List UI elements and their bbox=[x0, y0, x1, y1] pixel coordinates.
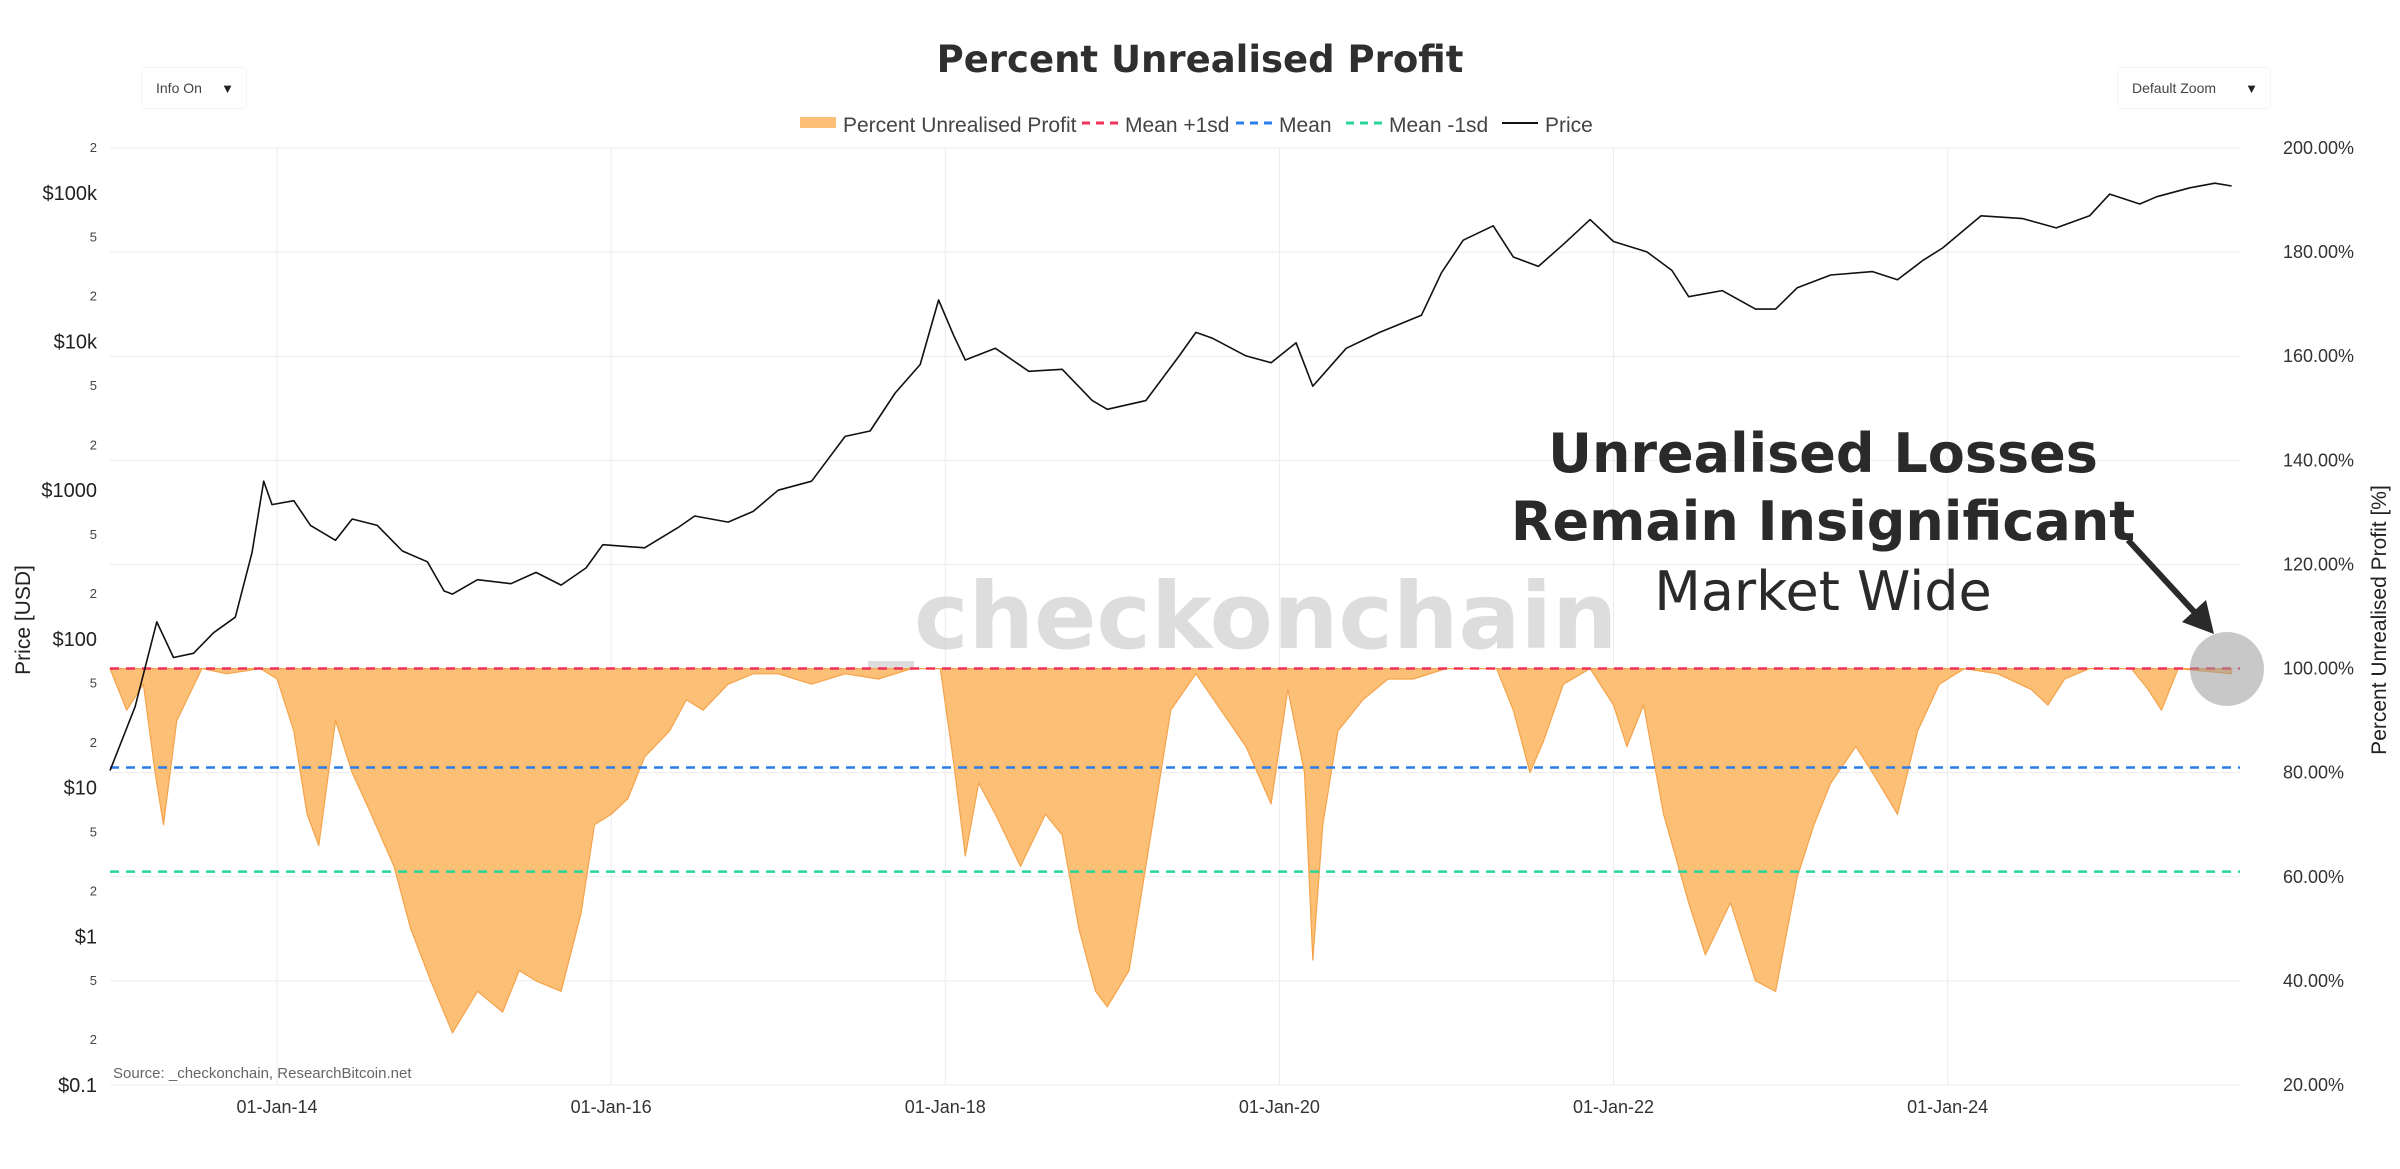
legend-item-price[interactable]: Price bbox=[1502, 114, 1593, 137]
left-minor-tick-label: 2 bbox=[90, 289, 97, 304]
chevron-down-icon: ▼ bbox=[221, 80, 234, 96]
x-axis-ticks: 01-Jan-14 01-Jan-16 01-Jan-18 01-Jan-20 01-J… bbox=[237, 1097, 1989, 1117]
left-tick-label: $1000 bbox=[41, 480, 97, 502]
left-minor-tick-label: 2 bbox=[90, 735, 97, 750]
x-tick-label: 01-Jan-16 bbox=[571, 1097, 652, 1117]
price-line-layer bbox=[109, 182, 2232, 771]
percent-unrealised-profit-area-path bbox=[109, 668, 2233, 1034]
watermark: _checkonchain bbox=[868, 563, 1618, 670]
legend: Percent Unrealised Profit Mean +1sd Mean… bbox=[800, 114, 1593, 137]
left-minor-tick-label: 5 bbox=[90, 230, 97, 245]
annotation-arrow-icon bbox=[2125, 537, 2201, 619]
legend-label: Mean +1sd bbox=[1125, 114, 1230, 137]
left-minor-tick-label: 2 bbox=[90, 1032, 97, 1047]
right-tick-label: 20.00% bbox=[2283, 1075, 2344, 1095]
left-tick-label: $10k bbox=[54, 331, 98, 353]
left-minor-tick-label: 2 bbox=[90, 437, 97, 452]
left-minor-tick-label: 5 bbox=[90, 676, 97, 691]
right-axis-title: Percent Unrealised Profit [%] bbox=[2368, 485, 2391, 755]
highlight-circle bbox=[2190, 632, 2264, 706]
legend-item-mean[interactable]: Mean bbox=[1236, 114, 1332, 137]
left-minor-tick-label: 2 bbox=[90, 140, 97, 155]
legend-label: Mean -1sd bbox=[1389, 114, 1488, 137]
zoom-select-label: Default Zoom bbox=[2132, 80, 2217, 96]
price-line bbox=[109, 182, 2232, 771]
x-tick-label: 01-Jan-20 bbox=[1239, 1097, 1320, 1117]
zoom-select-dropdown[interactable]: Default Zoom ▼ bbox=[2118, 68, 2270, 108]
x-tick-label: 01-Jan-24 bbox=[1907, 1097, 1988, 1117]
right-tick-label: 80.00% bbox=[2283, 763, 2344, 783]
legend-label: Price bbox=[1545, 114, 1593, 137]
legend-label: Percent Unrealised Profit bbox=[843, 114, 1077, 137]
right-axis-ticks: 20.00% 40.00% 60.00% 80.00% 100.00% 120.00% 14… bbox=[2283, 138, 2354, 1095]
legend-item-mean-plus-1sd[interactable]: Mean +1sd bbox=[1082, 114, 1230, 137]
right-tick-label: 120.00% bbox=[2283, 554, 2354, 574]
chart-title: Percent Unrealised Profit bbox=[937, 38, 1464, 81]
legend-swatch-area bbox=[800, 117, 836, 128]
right-tick-label: 200.00% bbox=[2283, 138, 2354, 158]
x-tick-label: 01-Jan-18 bbox=[905, 1097, 986, 1117]
info-toggle-label: Info On bbox=[156, 80, 202, 96]
x-tick-label: 01-Jan-14 bbox=[237, 1097, 318, 1117]
annotation-line-2: Remain Insignificant bbox=[1511, 490, 2135, 553]
left-tick-label: $100 bbox=[53, 629, 98, 651]
left-axis-ticks: $0.1 2 5 $1 2 5 $10 2 5 $100 2 5 $1000 2 5 $10k 2 5 $100k 2 bbox=[41, 140, 98, 1097]
reference-lines bbox=[110, 667, 2240, 873]
x-tick-label: 01-Jan-22 bbox=[1573, 1097, 1654, 1117]
left-tick-label: $100k bbox=[43, 183, 98, 205]
left-minor-tick-label: 5 bbox=[90, 378, 97, 393]
legend-item-mean-minus-1sd[interactable]: Mean -1sd bbox=[1346, 114, 1488, 137]
left-minor-tick-label: 5 bbox=[90, 824, 97, 839]
left-minor-tick-label: 2 bbox=[90, 884, 97, 899]
percent-unrealised-profit-area bbox=[109, 668, 2233, 1034]
right-tick-label: 160.00% bbox=[2283, 346, 2354, 366]
left-tick-label: $0.1 bbox=[58, 1075, 97, 1097]
annotation-line-3: Market Wide bbox=[1654, 560, 1992, 623]
left-minor-tick-label: 5 bbox=[90, 527, 97, 542]
annotation-line-1: Unrealised Losses bbox=[1548, 422, 2098, 485]
source-note: Source: _checkonchain, ResearchBitcoin.n… bbox=[113, 1065, 412, 1082]
annotation-arrowhead-icon bbox=[2182, 600, 2214, 634]
left-axis-title: Price [USD] bbox=[12, 565, 35, 675]
left-tick-label: $1 bbox=[75, 926, 97, 948]
right-tick-label: 100.00% bbox=[2283, 659, 2354, 679]
right-tick-label: 140.00% bbox=[2283, 450, 2354, 470]
chevron-down-icon: ▼ bbox=[2245, 80, 2258, 96]
legend-item-percent-unrealised-profit[interactable]: Percent Unrealised Profit bbox=[800, 114, 1077, 137]
gridlines bbox=[110, 147, 2240, 1086]
right-tick-label: 180.00% bbox=[2283, 242, 2354, 262]
right-tick-label: 40.00% bbox=[2283, 971, 2344, 991]
left-minor-tick-label: 5 bbox=[90, 973, 97, 988]
right-tick-label: 60.00% bbox=[2283, 867, 2344, 887]
info-toggle-dropdown[interactable]: Info On ▼ bbox=[142, 68, 246, 108]
legend-label: Mean bbox=[1279, 114, 1332, 137]
annotation: Unrealised Losses Remain Insignificant M… bbox=[1511, 422, 2264, 706]
left-tick-label: $10 bbox=[64, 778, 97, 800]
left-minor-tick-label: 2 bbox=[90, 586, 97, 601]
